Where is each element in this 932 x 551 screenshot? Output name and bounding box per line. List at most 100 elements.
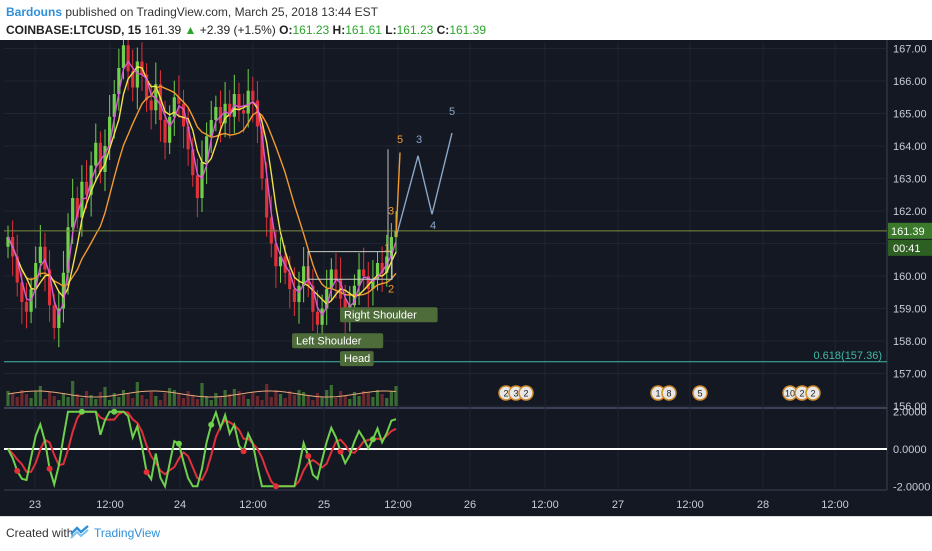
candle-body — [24, 302, 29, 312]
volume-bar — [94, 399, 98, 406]
volume-bar — [52, 396, 56, 406]
candle-body — [214, 107, 218, 120]
candle-body — [251, 90, 255, 101]
tradingview-brand-link[interactable]: TradingView — [94, 526, 161, 540]
candle-body — [205, 136, 209, 163]
time-tick-label: 23 — [29, 499, 41, 511]
candle-body — [126, 45, 130, 72]
volume-bar — [246, 399, 250, 406]
publish-line: Bardouns published on TradingView.com, M… — [6, 5, 378, 19]
countdown-tag-text: 00:41 — [893, 243, 921, 255]
price-tick-label: 156.00 — [893, 401, 927, 413]
volume-bar — [43, 399, 47, 406]
volume-bar — [228, 394, 232, 406]
volume-bar — [163, 393, 167, 406]
fib-level-label: 0.618(157.36) — [814, 350, 883, 362]
volume-bar — [209, 400, 213, 406]
event-count-label: 2 — [523, 389, 528, 399]
change-arrow: ▲ — [184, 23, 197, 37]
volume-bar — [177, 394, 181, 406]
volume-bar — [172, 390, 176, 406]
volume-bar — [154, 396, 158, 406]
candle-body — [186, 126, 190, 150]
high-value: 161.61 — [345, 23, 382, 37]
candle-body — [288, 272, 292, 289]
candle-body — [209, 120, 213, 137]
candle-body — [246, 90, 250, 114]
oscillator-signal-line — [7, 410, 397, 488]
time-tick-label: 12:00 — [531, 499, 559, 511]
volume-bar — [158, 400, 163, 406]
orange-wave-line — [395, 152, 401, 238]
symbol-label[interactable]: COINBASE:LTCUSD, 15 — [6, 23, 142, 37]
candle-body — [71, 198, 75, 228]
tradingview-logo-icon — [70, 525, 89, 539]
time-tick-label: 28 — [757, 499, 769, 511]
chart-canvas[interactable]: 23 12:00 24 12:00 25 12:00 26 12:00 27 12:00 28 12:… — [0, 40, 932, 516]
volume-bar — [352, 392, 357, 406]
pattern-box — [307, 251, 393, 280]
orange-wave-label: 2 — [388, 283, 394, 295]
time-tick-label: 24 — [174, 499, 186, 511]
blue-wave-label: 5 — [449, 106, 455, 118]
volume-bar — [168, 388, 172, 406]
moving-average-fast — [7, 65, 397, 305]
open-label: O: — [279, 23, 293, 37]
volume-bar — [362, 391, 366, 406]
volume-bar — [112, 393, 116, 406]
candle-body — [320, 308, 324, 325]
volume-bar — [61, 393, 66, 406]
osc-tick-label: 2.0000 — [893, 407, 927, 419]
price-tick-label: 163.00 — [893, 174, 927, 186]
candle-body — [371, 279, 375, 289]
symbol-line: COINBASE:LTCUSD, 15 161.39 ▲ +2.39 (+1.5… — [6, 23, 486, 37]
volume-bar — [251, 392, 255, 406]
candle-body — [311, 285, 315, 312]
volume-bar — [200, 383, 204, 406]
candle-body — [144, 74, 149, 101]
volume-bar — [278, 394, 283, 406]
volume-bar — [232, 389, 236, 406]
chart-area[interactable]: 23 12:00 24 12:00 25 12:00 26 12:00 27 12:00 28 12:… — [0, 40, 932, 516]
volume-bar — [6, 391, 10, 406]
volume-bar — [57, 400, 61, 406]
volume-bar — [144, 399, 149, 406]
candle-body — [131, 71, 135, 88]
author-link[interactable]: Bardouns — [6, 5, 63, 19]
candle-body — [315, 311, 320, 325]
time-tick-label: 12:00 — [676, 499, 704, 511]
volume-bar — [205, 396, 209, 406]
event-count-label: 10 — [785, 389, 795, 399]
volume-bar — [38, 386, 42, 406]
volume-bar — [283, 398, 287, 406]
price-tick-label: 164.00 — [893, 141, 927, 153]
volume-bar — [34, 391, 38, 406]
volume-bar — [135, 382, 139, 406]
moving-average-short — [7, 60, 397, 317]
economic-event-marker — [518, 385, 534, 401]
volume-bar — [71, 381, 75, 406]
oscillator-cross-dot — [208, 421, 215, 428]
oscillator-cross-dot — [337, 448, 344, 455]
volume-bar — [297, 390, 301, 406]
created-with-label: Created with — [6, 526, 74, 540]
high-label: H: — [332, 23, 346, 37]
price-tick-label: 162.00 — [893, 206, 927, 218]
volume-bar — [237, 391, 241, 406]
volume-bar — [311, 400, 315, 406]
event-count-label: 5 — [697, 389, 702, 399]
volume-bar — [292, 395, 296, 406]
orange-wave-label: 3 — [388, 205, 394, 217]
event-count-label: 1 — [655, 389, 660, 399]
candle-body — [380, 263, 384, 273]
candle-body — [61, 272, 66, 309]
price-tick-label: 159.00 — [893, 304, 927, 316]
event-count-label: 2 — [799, 389, 804, 399]
close-label: C: — [436, 23, 450, 37]
candle-body — [218, 107, 223, 124]
volume-bar — [66, 397, 70, 406]
volume-bar — [348, 399, 352, 406]
volume-bar — [265, 384, 269, 406]
candle-body — [154, 84, 158, 111]
candle-body — [38, 246, 42, 263]
